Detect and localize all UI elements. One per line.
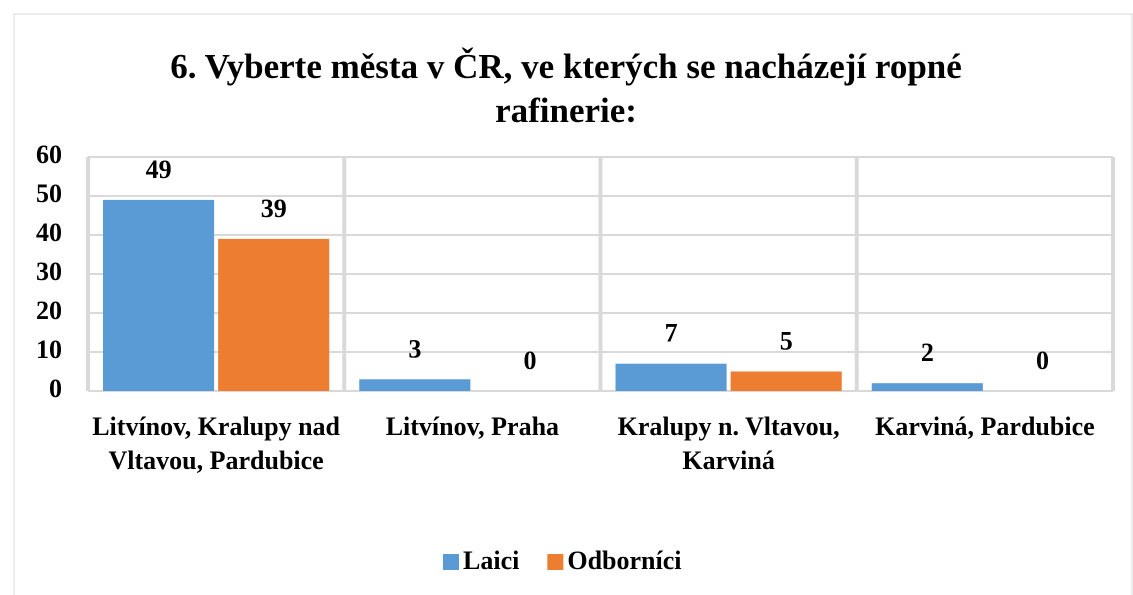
- bar: [218, 238, 330, 391]
- data-label: 39: [261, 194, 287, 223]
- bar: [615, 363, 727, 391]
- data-label: 3: [408, 334, 421, 363]
- bar: [103, 199, 215, 391]
- data-label: 5: [780, 326, 793, 355]
- y-tick-label: 20: [36, 296, 62, 325]
- legend-label: Odborníci: [567, 546, 681, 575]
- data-label: 0: [1036, 346, 1049, 375]
- y-tick-label: 10: [36, 335, 62, 364]
- data-label: 49: [146, 155, 172, 184]
- data-label: 0: [523, 346, 536, 375]
- chart-border: [13, 13, 1133, 595]
- bar: [359, 379, 471, 391]
- bar: [730, 371, 842, 391]
- x-tick-label: Kralupy n. Vltavou, Karviná: [617, 412, 840, 475]
- x-tick-label: Karviná, Pardubice: [875, 412, 1095, 441]
- legend-swatch: [547, 554, 564, 570]
- chart-title: 6. Vyberte města v ČR, ve kterých se nac…: [170, 47, 962, 130]
- x-tick-label: Litvínov, Praha: [385, 412, 560, 441]
- bar: [871, 383, 983, 391]
- y-tick-label: 50: [36, 179, 62, 208]
- y-tick-label: 60: [36, 140, 62, 169]
- data-label: 7: [665, 319, 678, 348]
- y-tick-label: 40: [36, 218, 62, 247]
- legend-swatch: [443, 554, 459, 570]
- y-tick-label: 30: [36, 257, 62, 286]
- data-label: 2: [921, 338, 934, 367]
- x-tick-label: Litvínov, Kralupy nad Vltavou, Pardubice: [92, 412, 341, 475]
- y-tick-label: 0: [49, 374, 62, 403]
- legend-label: Laici: [463, 546, 519, 575]
